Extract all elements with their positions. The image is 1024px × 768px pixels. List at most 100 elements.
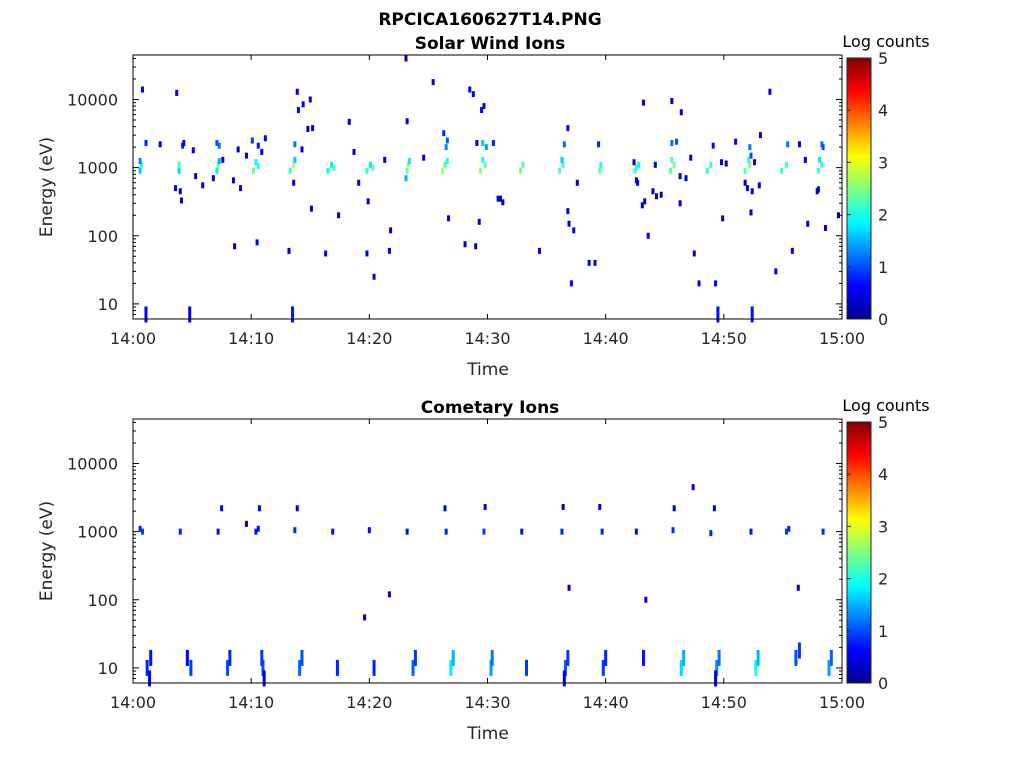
data-cell [653,161,657,168]
data-cell [262,670,266,687]
data-cell [148,670,152,687]
data-cell [750,306,754,323]
x-tick-label: 14:20 [346,329,392,348]
data-cell [471,91,475,98]
plot-area [133,419,842,683]
data-cell [816,186,820,193]
data-cell [714,280,718,287]
x-tick-label: 15:00 [819,329,865,348]
data-cell [481,139,485,146]
y-tick-label: 100 [87,591,118,610]
data-cell [520,528,524,535]
data-cell [724,160,728,167]
data-cell [217,142,221,149]
data-cell [566,208,570,215]
data-cell [634,164,638,171]
data-cell [254,159,258,166]
data-cell [475,139,479,146]
data-cell [369,161,373,168]
data-cell [593,259,597,266]
data-cell [331,528,335,535]
data-cell [449,659,453,676]
data-cell [263,135,267,142]
data-cell [451,649,455,666]
data-cell [566,649,570,666]
data-cell [422,154,426,161]
data-cell [678,173,682,180]
data-cell [716,306,720,323]
data-cell [714,670,718,687]
data-cell [444,528,448,535]
data-cell [675,138,679,145]
data-cell [756,649,760,666]
data-cell [177,161,181,168]
data-cell [288,167,292,174]
data-cell [481,156,485,163]
data-cell [194,173,198,180]
colorbar [846,57,872,320]
y-tick-label: 10 [98,295,118,314]
data-cell [211,175,215,182]
data-cell [140,528,144,535]
data-cell [293,141,297,148]
data-cell [357,179,361,186]
data-cell [483,503,487,510]
data-cell [468,86,472,93]
data-cell [768,88,772,95]
data-cell [311,125,315,132]
data-cell [749,209,753,216]
data-cell [601,659,605,676]
data-cell [296,107,300,114]
data-cell [709,530,713,537]
x-tick-label: 14:00 [110,329,156,348]
data-cell [644,596,648,603]
y-axis: 10 100 1000 10000 [67,421,842,684]
data-cell [519,167,523,174]
panel-title: Cometary Ions [421,398,560,418]
data-cell [562,670,566,687]
data-cell [477,218,481,225]
panel-title: Solar Wind Ions [415,34,566,54]
y-axis-label: Energy (eV) [37,137,57,237]
data-cell [244,520,248,527]
data-cell [255,239,259,246]
data-cell [563,659,567,676]
data-cell [670,98,674,105]
data-cell [179,197,183,204]
data-cell [643,198,647,205]
data-cell [794,649,798,666]
data-cell [689,154,693,161]
x-tick-label: 14:10 [228,693,274,712]
data-cell [654,193,658,200]
data-cell [287,247,291,254]
data-cell [149,649,153,666]
data-cell [309,205,313,212]
data-cell [300,649,304,666]
data-cell [806,220,810,227]
data-cell [679,659,683,676]
data-cell [260,148,264,155]
data-cell [482,103,486,110]
colorbar-tick-label: 0 [878,674,888,693]
data-cell [821,528,825,535]
data-cell [697,280,701,287]
data-cell [679,109,683,116]
data-cell [823,224,827,231]
data-cell [640,202,644,209]
data-cell [252,167,256,174]
colorbar-tick-label: 5 [878,413,888,432]
data-cell [567,220,571,227]
y-tick-label: 10000 [67,455,118,474]
data-cell [598,503,602,510]
x-tick-label: 14:40 [583,329,629,348]
data-cell [256,525,260,532]
data-cell [215,167,219,174]
data-cell [233,243,237,250]
colorbar-label: Log counts [842,396,929,415]
y-tick-label: 1000 [77,523,118,542]
data-cell [480,107,484,114]
data-cell [633,167,637,174]
data-cell [244,152,248,159]
data-cell [561,503,565,510]
data-cell [537,247,541,254]
